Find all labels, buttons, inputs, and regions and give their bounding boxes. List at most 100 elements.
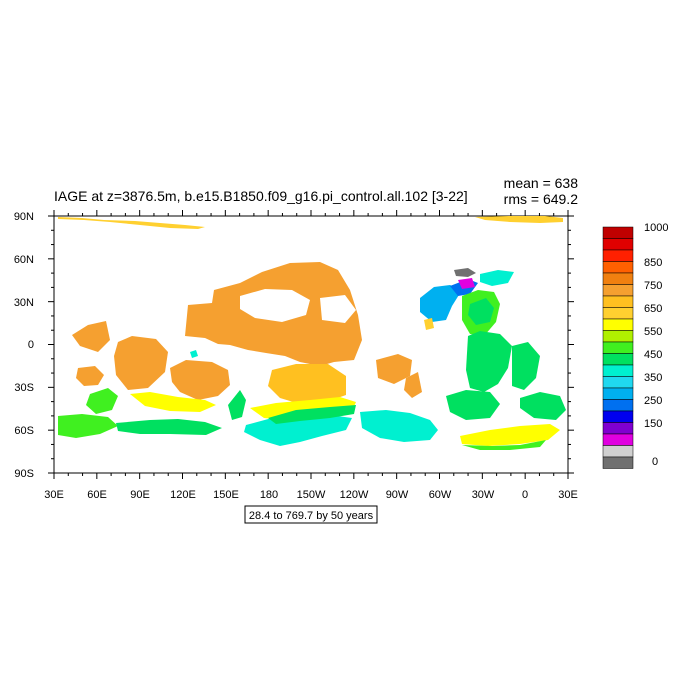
green-column [228,390,246,420]
colorbar-swatch [602,238,634,251]
lat-label-60n: 60N [14,254,34,266]
small-cyan-patch [190,350,198,358]
indian-south-orange [76,366,104,386]
colorbar: 1000 850 750 650 550 450 350 250 150 0 [602,222,668,469]
rms-value: rms = 649.2 [504,191,579,207]
colorbar-swatch [602,364,634,377]
colorbar-swatch [602,330,634,343]
colorbar-swatch [602,410,634,423]
lat-ticks-right [568,215,574,474]
colorbar-label-550: 550 [644,326,662,338]
colorbar-swatch [602,399,634,412]
south-atlantic-yellow [460,424,560,446]
pacific-gap [240,289,310,322]
colorbar-swatch [602,307,634,320]
indian-orange-patch [114,336,168,390]
lon-tick-labels: 30E 60E 90E 120E 150E 180 150W 120W 90W … [44,489,578,501]
map-panel: 30E 60E 90E 120E 150E 180 150W 120W 90W … [14,210,578,501]
south-atlantic-cyan [360,410,438,442]
mean-value: mean = 638 [504,175,579,191]
pacific-gap-east [320,295,356,323]
colorbar-label-650: 650 [644,303,662,315]
lon-label-120e: 120E [170,489,196,501]
arctic-west-field [58,217,205,229]
colorbar-label-850: 850 [644,257,662,269]
lon-ticks-bottom [53,473,569,479]
colorbar-swatch [602,261,634,274]
north-atlantic-blue [420,285,462,322]
north-atlantic-cyan [480,270,514,286]
lon-label-60e: 60E [87,489,107,501]
colorbar-swatch [602,295,634,308]
south-pacific-light-orange [268,364,346,404]
contour-info-box: 28.4 to 769.7 by 50 years [244,505,378,524]
figure-title: IAGE at z=3876.5m, b.e15.B1850.f09_g16.p… [54,188,468,204]
south-west-green [86,388,118,414]
south-indian-green [58,414,118,438]
lon-label-150w: 150W [297,489,326,501]
southern-cyan-band [244,414,352,446]
colorbar-swatch [602,376,634,389]
lat-label-30n: 30N [14,297,34,309]
east-atlantic-green [512,342,540,390]
contour-info-frame [244,505,378,524]
lat-label-0: 0 [28,339,34,351]
lat-label-30s: 30S [14,382,34,394]
colorbar-label-1000: 1000 [644,222,668,234]
small-yellow-patch [424,318,434,330]
southern-green-band [268,405,356,424]
lon-label-30w: 30W [472,489,495,501]
central-atlantic-green [466,331,512,392]
colorbar-swatch [602,456,634,469]
colorbar-swatch [602,433,634,446]
lat-label-60s: 60S [14,425,34,437]
lon-label-90e: 90E [130,489,150,501]
colorbar-swatch [602,445,634,458]
colorbar-label-750: 750 [644,280,662,292]
south-east-atlantic-green [520,392,566,420]
colorbar-swatches [602,226,634,469]
colorbar-label-250: 250 [644,395,662,407]
lat-label-90s: 90S [14,468,34,480]
colorbar-label-350: 350 [644,372,662,384]
colorbar-swatch [602,341,634,354]
colorbar-label-450: 450 [644,349,662,361]
arctic-east-field [475,216,563,223]
colorbar-swatch [602,284,634,297]
lat-tick-labels: 90N 60N 30N 0 30S 60S 90S [14,211,34,480]
colorbar-label-150: 150 [644,418,662,430]
lon-label-60w: 60W [429,489,452,501]
colorbar-swatch [602,318,634,331]
contour-info-text: 28.4 to 769.7 by 50 years [249,510,374,522]
west-orange-patch [72,321,110,352]
south-atlantic-green [446,390,500,420]
colorbar-swatch [602,387,634,400]
south-pacific-green-band [116,419,222,435]
colorbar-swatch [602,272,634,285]
south-pacific-west-orange [170,360,230,400]
lon-label-180: 180 [260,489,278,501]
colorbar-label-0: 0 [652,456,658,468]
south-indian-yellow [130,392,216,412]
north-atlantic-green-core [468,298,494,325]
lon-label-30e-west: 30E [44,489,64,501]
arctic-gray-patch [454,268,476,277]
lon-label-150e: 150E [213,489,239,501]
lat-ticks-left [48,215,54,474]
lat-label-90n: 90N [14,211,34,223]
lon-label-120w: 120W [340,489,369,501]
colorbar-swatch [602,422,634,435]
lon-label-30e-east: 30E [558,489,578,501]
east-pacific-orange-small [404,372,422,398]
colorbar-swatch [602,353,634,366]
east-pacific-orange [376,354,412,384]
colorbar-labels: 1000 850 750 650 550 450 350 250 150 0 [644,222,668,468]
lon-ticks-top [53,210,569,216]
labrador-magenta [458,278,475,289]
south-atlantic-green-edge [462,440,546,450]
lon-label-90w: 90W [386,489,409,501]
colorbar-swatch [602,226,634,239]
colorbar-swatch [602,249,634,262]
lon-label-0: 0 [522,489,528,501]
